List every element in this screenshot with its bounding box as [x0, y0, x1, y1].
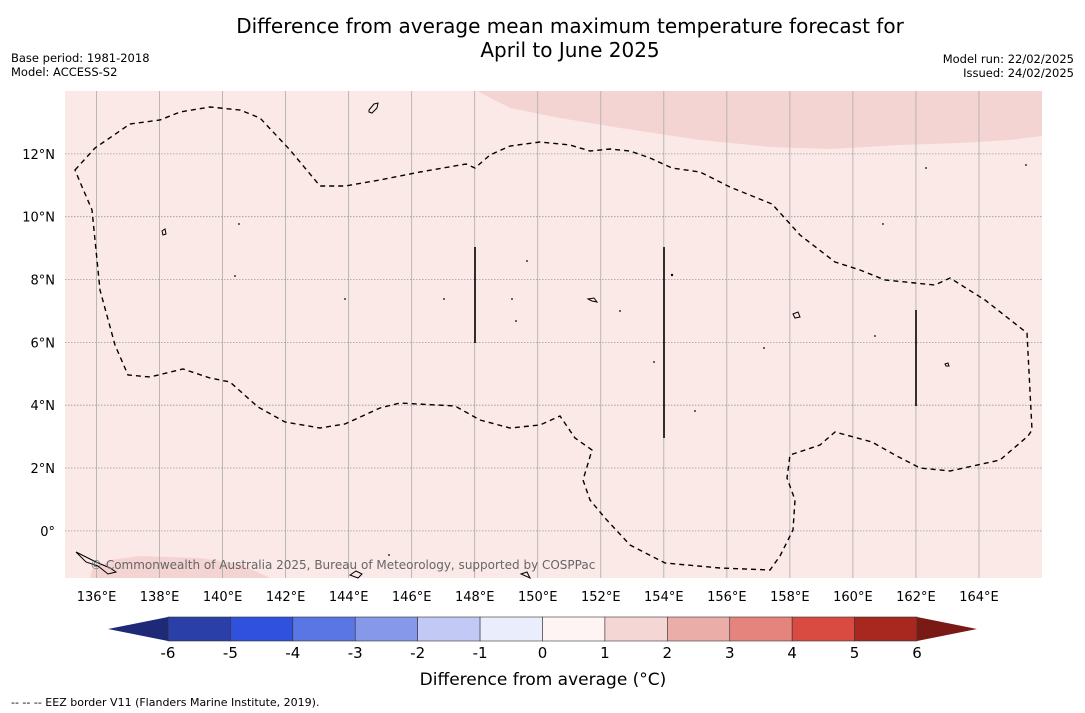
island [161, 228, 167, 236]
sector-lines [474, 247, 917, 438]
copyright-notice: © Commonwealth of Australia 2025, Bureau… [90, 558, 596, 572]
colorbar-tick-label: 6 [912, 644, 922, 662]
island-dot [694, 410, 696, 412]
latitude-tick-label: 8°N [31, 274, 56, 289]
longitude-tick-label: 152°E [581, 590, 621, 605]
longitude-tick-label: 164°E [959, 590, 999, 605]
longitude-tick-label: 144°E [329, 590, 369, 605]
colorbar-tick-label: 5 [850, 644, 860, 662]
colorbar-tick-label: -5 [223, 644, 238, 662]
colorbar-tick-label: -4 [285, 644, 300, 662]
colorbar-tick-label: 3 [725, 644, 735, 662]
latitude-tick-label: 4°N [31, 399, 56, 414]
longitude-tick-label: 142°E [266, 590, 306, 605]
island [792, 311, 801, 319]
colorbar-bin [479, 616, 543, 642]
island-dot [234, 275, 236, 277]
latitude-tick-label: 6°N [31, 336, 56, 351]
colorbar-bin [542, 616, 606, 642]
colorbar-tick-label: -3 [348, 644, 363, 662]
longitude-tick-label: 148°E [455, 590, 495, 605]
island-dot [670, 273, 674, 277]
colorbar-bin [791, 616, 855, 642]
longitude-labels: 136°E 138°E 140°E 142°E 144°E 146°E 148°E 150°E… [77, 590, 999, 605]
longitude-tick-label: 138°E [140, 590, 180, 605]
longitude-tick-label: 162°E [896, 590, 936, 605]
island-dot [653, 361, 655, 363]
anomaly-region-south [90, 556, 270, 578]
colorbar-tick-label: -6 [161, 644, 176, 662]
latitude-tick-label: 0° [40, 525, 55, 540]
island-dot [515, 320, 517, 322]
longitude-tick-label: 150°E [518, 590, 558, 605]
map-title: Difference from average mean maximum tem… [170, 14, 970, 62]
island-dot [511, 298, 513, 300]
island [368, 102, 379, 114]
colorbar-tick-label: 0 [538, 644, 548, 662]
colorbar-bin [167, 616, 231, 642]
meta-right: Model run: 22/02/2025 Issued: 24/02/2025 [943, 52, 1074, 80]
colorbar-tick-label: -1 [473, 644, 488, 662]
island-dot [882, 223, 884, 225]
colorbar-tick-label: -2 [410, 644, 425, 662]
island [586, 297, 599, 303]
colorbar-bin [417, 616, 481, 642]
latitude-tick-label: 12°N [22, 148, 55, 163]
colorbar-bin [729, 616, 793, 642]
colorbar-bin [604, 616, 668, 642]
island [944, 362, 950, 367]
island-dot [619, 310, 621, 312]
longitude-tick-label: 154°E [644, 590, 684, 605]
colorbar-bin [354, 616, 418, 642]
colorbar-tick-label: 1 [600, 644, 610, 662]
title-line-2: April to June 2025 [480, 38, 660, 62]
map-background [65, 91, 1042, 578]
longitude-tick-label: 156°E [707, 590, 747, 605]
model-run-label: Model run: 22/02/2025 [942, 52, 1074, 66]
island-dot [388, 554, 390, 556]
meta-left: Base period: 1981-2018 Model: ACCESS-S2 [11, 51, 150, 79]
base-period-label: Base period: 1981-2018 [11, 51, 150, 65]
island-dot [443, 298, 445, 300]
island-dot [1025, 164, 1027, 166]
latitude-tick-label: 10°N [22, 211, 55, 226]
colorbar-bin [230, 616, 294, 642]
island [348, 570, 363, 579]
latitude-tick-label: 2°N [31, 462, 56, 477]
colorbar-tick-label: 4 [787, 644, 797, 662]
colorbar-bin [292, 616, 356, 642]
island-dot [526, 260, 528, 262]
colorbar-label: Difference from average (°C) [419, 670, 667, 690]
title-line-1: Difference from average mean maximum tem… [236, 14, 904, 38]
colorbar: -6 -5 -4 -3 -2 -1 0 1 2 3 4 5 6 [108, 616, 977, 662]
island-dots [234, 164, 1027, 556]
issued-label: Issued: 24/02/2025 [963, 66, 1074, 80]
latitude-labels: 0° 2°N 4°N 6°N 8°N 10°N 12°N [22, 148, 55, 540]
island-dot [925, 167, 927, 169]
longitude-tick-label: 136°E [77, 590, 117, 605]
anomaly-region-north [477, 91, 1042, 149]
longitude-tick-label: 146°E [392, 590, 432, 605]
eez-borders [74, 106, 1033, 571]
islands [75, 102, 950, 580]
eez-border-north [74, 106, 1033, 571]
eez-footnote: -- -- -- EEZ border V11 (Flanders Marine… [11, 696, 320, 709]
colorbar-extend-high [917, 617, 977, 641]
colorbar-bin [667, 616, 731, 642]
colorbar-bin [854, 616, 918, 642]
island-dot [344, 298, 346, 300]
island [519, 571, 532, 580]
colorbar-extend-low [108, 617, 168, 641]
island-dot [238, 223, 240, 225]
longitude-tick-label: 158°E [770, 590, 810, 605]
island-dot [874, 335, 876, 337]
island [75, 551, 118, 575]
colorbar-tick-label: 2 [663, 644, 673, 662]
longitude-tick-label: 160°E [833, 590, 873, 605]
longitude-tick-label: 140°E [203, 590, 243, 605]
model-label: Model: ACCESS-S2 [11, 65, 118, 79]
island-dot [763, 347, 765, 349]
